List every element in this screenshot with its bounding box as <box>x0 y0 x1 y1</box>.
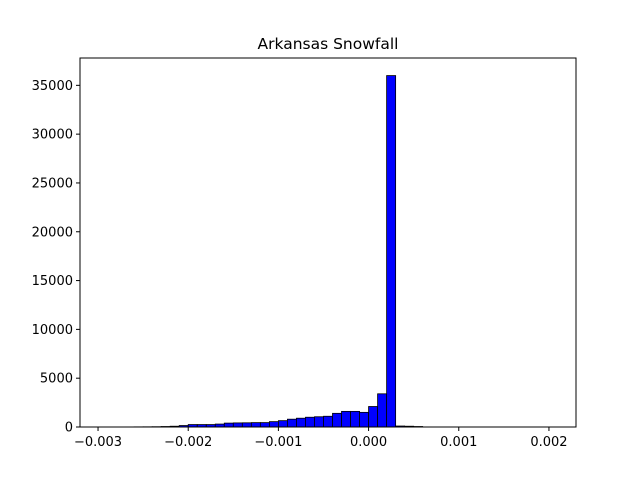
histogram-bar <box>241 422 252 428</box>
x-tick-label: 0.000 <box>350 435 387 450</box>
x-tick-label: −0.002 <box>164 435 212 450</box>
histogram-bar <box>332 412 342 428</box>
y-tick-label: 10000 <box>32 323 73 338</box>
y-tick-label: 0 <box>65 421 73 436</box>
plot-frame <box>79 57 577 428</box>
y-axis: 0 5000 10000 15000 20000 25000 30000 35000 <box>32 79 80 436</box>
histogram-bar <box>323 415 333 428</box>
x-tick-label: −0.001 <box>254 435 302 450</box>
histogram-bar <box>268 421 279 428</box>
histogram-bar <box>259 422 270 428</box>
y-tick-label: 20000 <box>32 225 73 240</box>
histogram-bar <box>296 417 306 428</box>
histogram-bar <box>341 410 351 428</box>
y-tick-label: 5000 <box>40 372 73 387</box>
histogram-bar <box>359 411 369 428</box>
x-tick-label: 0.001 <box>440 435 477 450</box>
histogram-bar <box>287 418 297 428</box>
histogram-bars <box>97 75 559 428</box>
histogram-bar <box>386 75 397 428</box>
histogram-bar <box>277 420 288 428</box>
histogram-bar <box>377 393 388 428</box>
histogram-bar <box>314 416 324 428</box>
y-tick-label: 25000 <box>32 176 73 191</box>
y-tick-label: 30000 <box>32 128 73 143</box>
histogram-bar <box>350 410 360 428</box>
histogram-bar <box>223 422 234 428</box>
x-tick-label: 0.002 <box>530 435 567 450</box>
histogram-bar <box>305 416 315 428</box>
x-axis: −0.003 −0.002 −0.001 0.000 0.001 0.002 <box>74 427 568 450</box>
histogram-bar <box>368 406 378 428</box>
y-tick-label: 15000 <box>32 274 73 289</box>
y-tick-label: 35000 <box>32 79 73 94</box>
chart-title: Arkansas Snowfall <box>258 35 399 53</box>
x-tick-label: −0.003 <box>74 435 122 450</box>
histogram-bar <box>250 422 261 428</box>
histogram-bar <box>232 422 243 428</box>
